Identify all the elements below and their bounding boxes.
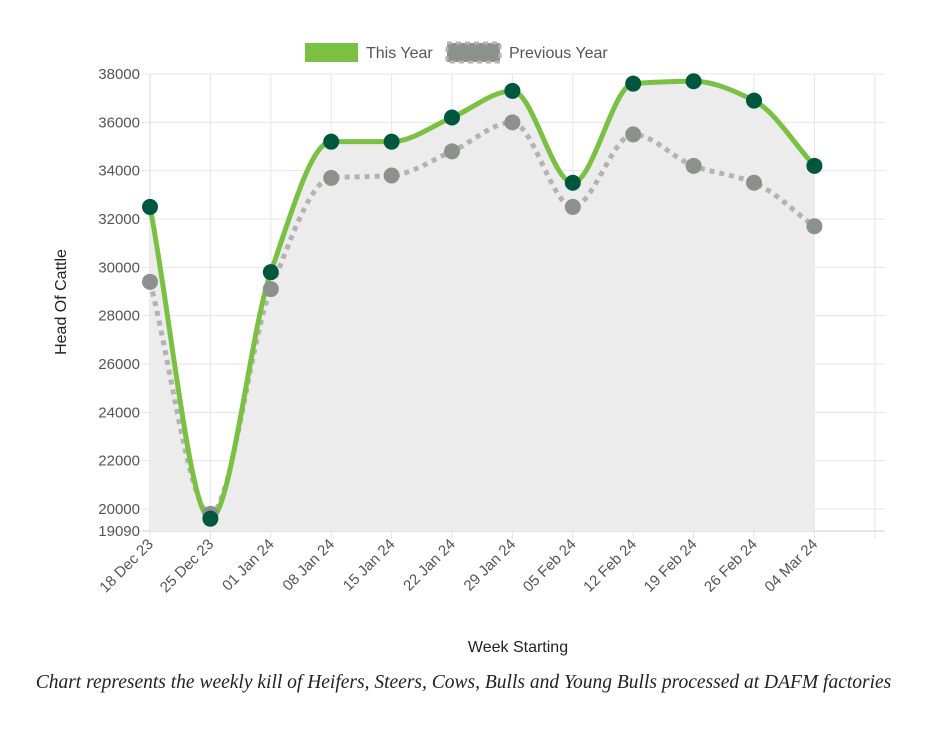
y-axis-ticks: 19090 20000 22000 24000 26000 28000 30000 32000… — [98, 66, 140, 540]
y-tick-label: 26000 — [98, 356, 140, 373]
y-tick-label: 32000 — [98, 211, 140, 228]
legend[interactable]: This Year Previous Year — [305, 41, 608, 64]
y-tick-label: 36000 — [98, 114, 140, 131]
point-this-year — [746, 92, 762, 109]
point-previous-year — [383, 167, 400, 184]
point-previous-year — [806, 218, 823, 235]
x-tick-label: 12 Feb 24 — [580, 536, 640, 596]
x-tick-label: 04 Mar 24 — [761, 536, 821, 596]
x-tick-label: 08 Jan 24 — [279, 536, 338, 595]
point-this-year — [504, 82, 521, 99]
x-tick-label: 26 Feb 24 — [701, 536, 761, 596]
legend-label-this-year: This Year — [366, 45, 433, 62]
point-previous-year — [504, 114, 521, 131]
y-axis-title: Head Of Cattle — [53, 249, 70, 355]
chart-caption: Chart represents the weekly kill of Heif… — [35, 672, 892, 693]
point-this-year — [142, 198, 158, 215]
x-tick-label: 19 Feb 24 — [641, 536, 701, 596]
legend-swatch-previous-year — [445, 41, 502, 64]
line-chart: 19090 20000 22000 24000 26000 28000 30000 32000… — [53, 41, 885, 656]
point-previous-year — [444, 143, 460, 160]
point-previous-year — [142, 273, 158, 290]
point-this-year — [262, 264, 279, 281]
x-tick-label: 29 Jan 24 — [461, 536, 520, 595]
area-fill — [150, 81, 815, 532]
point-this-year — [564, 174, 581, 191]
x-axis-ticks: 18 Dec 23 25 Dec 23 01 Jan 24 08 Jan 24 15 J… — [96, 536, 821, 596]
point-previous-year — [564, 198, 581, 215]
x-tick-label: 01 Jan 24 — [219, 536, 278, 595]
x-tick-label: 15 Jan 24 — [340, 536, 399, 595]
point-previous-year — [685, 157, 702, 174]
point-this-year — [444, 109, 460, 126]
y-tick-label: 22000 — [98, 453, 140, 470]
point-previous-year — [323, 169, 340, 186]
point-this-year — [202, 510, 219, 527]
point-this-year — [383, 133, 400, 150]
x-tick-label: 25 Dec 23 — [157, 536, 217, 596]
x-tick-label: 22 Jan 24 — [400, 536, 459, 595]
y-tick-label: 38000 — [98, 66, 140, 83]
point-previous-year — [746, 174, 762, 191]
series-layer — [142, 73, 823, 532]
point-this-year — [685, 73, 702, 90]
point-this-year — [625, 75, 642, 92]
point-this-year — [806, 157, 823, 174]
x-axis-title: Week Starting — [468, 639, 568, 656]
legend-swatch-this-year — [305, 43, 358, 62]
y-tick-label: 19090 — [98, 523, 140, 540]
y-tick-label: 34000 — [98, 163, 140, 180]
legend-label-previous-year: Previous Year — [509, 45, 608, 62]
point-this-year — [323, 133, 340, 150]
y-tick-label: 20000 — [98, 501, 140, 518]
y-tick-label: 24000 — [98, 404, 140, 421]
x-tick-label: 05 Feb 24 — [520, 536, 580, 596]
point-previous-year — [262, 281, 279, 298]
x-tick-label: 18 Dec 23 — [96, 536, 156, 596]
y-tick-label: 30000 — [98, 259, 140, 276]
y-tick-label: 28000 — [98, 308, 140, 325]
point-previous-year — [625, 126, 642, 143]
